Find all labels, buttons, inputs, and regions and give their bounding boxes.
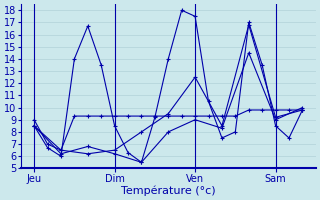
X-axis label: Température (°c): Température (°c) (121, 185, 216, 196)
